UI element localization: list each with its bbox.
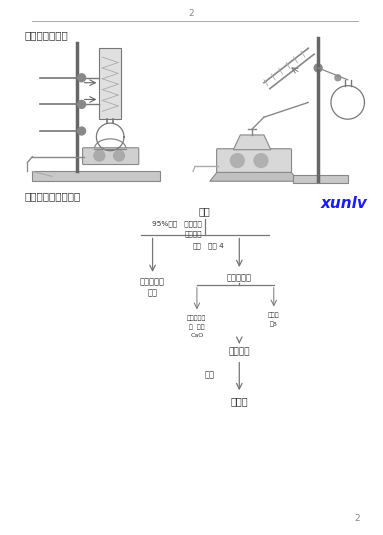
Text: 等三氯化铁: 等三氯化铁: [187, 315, 206, 321]
Circle shape: [254, 154, 268, 167]
Circle shape: [335, 75, 341, 81]
Text: 汉8: 汉8: [270, 321, 278, 327]
FancyBboxPatch shape: [32, 171, 160, 181]
Circle shape: [114, 150, 124, 161]
Polygon shape: [233, 135, 271, 150]
Circle shape: [78, 74, 85, 82]
Text: 乙醇溶出液: 乙醇溶出液: [140, 278, 165, 287]
Text: 加十倍: 加十倍: [268, 312, 280, 318]
Text: 蜀发: 蜀发: [205, 370, 215, 379]
Text: 液固提取液: 液固提取液: [227, 273, 252, 282]
FancyBboxPatch shape: [293, 175, 348, 184]
Circle shape: [314, 64, 322, 72]
Text: 盐  加入: 盐 加入: [189, 324, 205, 330]
Text: 茶多酌: 茶多酌: [231, 396, 248, 406]
Text: 2: 2: [354, 514, 360, 523]
Text: 弃掉: 弃掉: [147, 289, 157, 297]
FancyBboxPatch shape: [217, 149, 291, 172]
Text: 趁热: 趁热: [193, 242, 202, 249]
Text: 六、实验装置图: 六、实验装置图: [25, 30, 68, 41]
Circle shape: [78, 127, 85, 135]
Text: 加热回流: 加热回流: [184, 231, 202, 237]
Text: 相液萸取: 相液萸取: [229, 347, 250, 356]
Text: xunlv: xunlv: [321, 196, 367, 211]
Text: 2: 2: [188, 9, 194, 18]
Text: 过滤 4: 过滤 4: [208, 242, 224, 249]
Text: 茶叶: 茶叶: [199, 206, 211, 216]
Text: CaO: CaO: [190, 333, 203, 338]
Circle shape: [231, 154, 244, 167]
FancyBboxPatch shape: [99, 48, 121, 119]
Circle shape: [94, 150, 105, 161]
Text: 95%乙醇   三角烧杯: 95%乙醇 三角烧杯: [152, 221, 202, 227]
Polygon shape: [210, 171, 298, 181]
Circle shape: [78, 101, 85, 109]
FancyBboxPatch shape: [83, 148, 139, 165]
Text: 七、实验流程示意：: 七、实验流程示意：: [25, 191, 81, 201]
